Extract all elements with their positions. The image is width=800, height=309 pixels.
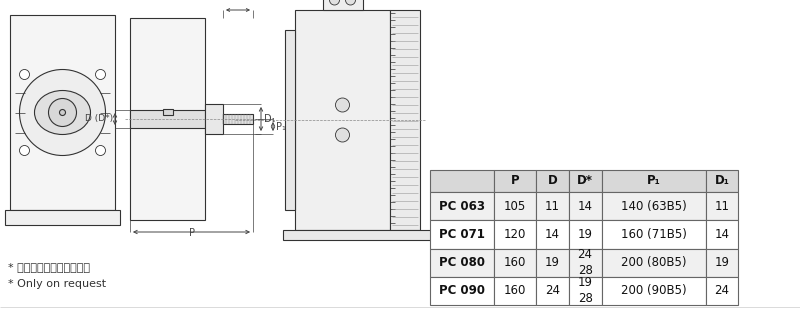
Bar: [162, 109, 173, 115]
Text: 19: 19: [714, 256, 730, 269]
Bar: [430, 220, 494, 248]
Bar: [706, 170, 738, 192]
Bar: [10, 15, 115, 210]
Text: P: P: [510, 175, 519, 188]
Bar: [602, 248, 706, 277]
Text: 200 (90B5): 200 (90B5): [621, 284, 686, 297]
Text: 11: 11: [545, 200, 560, 213]
Text: 24
28: 24 28: [578, 248, 593, 277]
Bar: [706, 277, 738, 305]
Bar: [390, 10, 420, 230]
Bar: [5, 210, 120, 225]
Text: 200 (80B5): 200 (80B5): [621, 256, 686, 269]
Bar: [494, 220, 536, 248]
Text: 140 (63B5): 140 (63B5): [621, 200, 686, 213]
Text: 19: 19: [545, 256, 560, 269]
Text: 24: 24: [714, 284, 730, 297]
Text: 11: 11: [714, 200, 730, 213]
Bar: [536, 248, 569, 277]
Circle shape: [59, 109, 66, 116]
Text: 120: 120: [504, 228, 526, 241]
Text: P₁: P₁: [276, 121, 286, 132]
Text: PC 071: PC 071: [439, 228, 485, 241]
Text: 160 (71B5): 160 (71B5): [621, 228, 686, 241]
Text: * Only on request: * Only on request: [8, 279, 106, 289]
Text: PC 080: PC 080: [439, 256, 485, 269]
Ellipse shape: [34, 91, 90, 134]
Bar: [602, 170, 706, 192]
Text: 19
28: 19 28: [578, 276, 593, 305]
Bar: [430, 170, 494, 192]
Text: P₁: P₁: [646, 175, 661, 188]
Circle shape: [335, 128, 350, 142]
Bar: [322, 0, 362, 10]
Bar: [130, 110, 205, 128]
Text: 105: 105: [504, 200, 526, 213]
Bar: [706, 248, 738, 277]
Bar: [295, 10, 390, 230]
Text: 160: 160: [504, 284, 526, 297]
Bar: [706, 192, 738, 220]
Bar: [494, 170, 536, 192]
Text: D₁: D₁: [264, 114, 275, 124]
Bar: [569, 277, 602, 305]
Text: 24: 24: [545, 284, 560, 297]
Text: PC 090: PC 090: [439, 284, 485, 297]
Circle shape: [19, 70, 30, 79]
Bar: [494, 248, 536, 277]
Bar: [494, 277, 536, 305]
Text: * 非标产品，订单时请说明: * 非标产品，订单时请说明: [8, 262, 90, 272]
Bar: [706, 220, 738, 248]
Bar: [569, 220, 602, 248]
Text: D (D*): D (D*): [85, 115, 113, 124]
Bar: [536, 192, 569, 220]
Circle shape: [335, 98, 350, 112]
Circle shape: [95, 146, 106, 155]
Bar: [285, 30, 295, 210]
Bar: [602, 192, 706, 220]
Bar: [602, 277, 706, 305]
Bar: [283, 230, 432, 240]
Text: D: D: [547, 175, 557, 188]
Circle shape: [19, 70, 106, 155]
Bar: [536, 277, 569, 305]
Bar: [430, 192, 494, 220]
Circle shape: [19, 146, 30, 155]
Bar: [569, 192, 602, 220]
Bar: [536, 220, 569, 248]
Circle shape: [95, 70, 106, 79]
Text: P: P: [189, 228, 194, 238]
Text: 14: 14: [714, 228, 730, 241]
Bar: [130, 18, 205, 220]
Text: 19: 19: [578, 228, 593, 241]
Text: PC 063: PC 063: [439, 200, 485, 213]
Text: D₁: D₁: [714, 175, 730, 188]
Bar: [602, 220, 706, 248]
Bar: [223, 114, 253, 124]
Bar: [569, 170, 602, 192]
Text: 160: 160: [504, 256, 526, 269]
Circle shape: [346, 0, 355, 5]
Text: D*: D*: [577, 175, 593, 188]
Circle shape: [330, 0, 339, 5]
Bar: [430, 248, 494, 277]
Bar: [494, 192, 536, 220]
Circle shape: [49, 99, 77, 126]
Bar: [536, 170, 569, 192]
Bar: [205, 104, 223, 134]
Text: 14: 14: [545, 228, 560, 241]
Bar: [430, 277, 494, 305]
Text: 14: 14: [578, 200, 593, 213]
Bar: [569, 248, 602, 277]
